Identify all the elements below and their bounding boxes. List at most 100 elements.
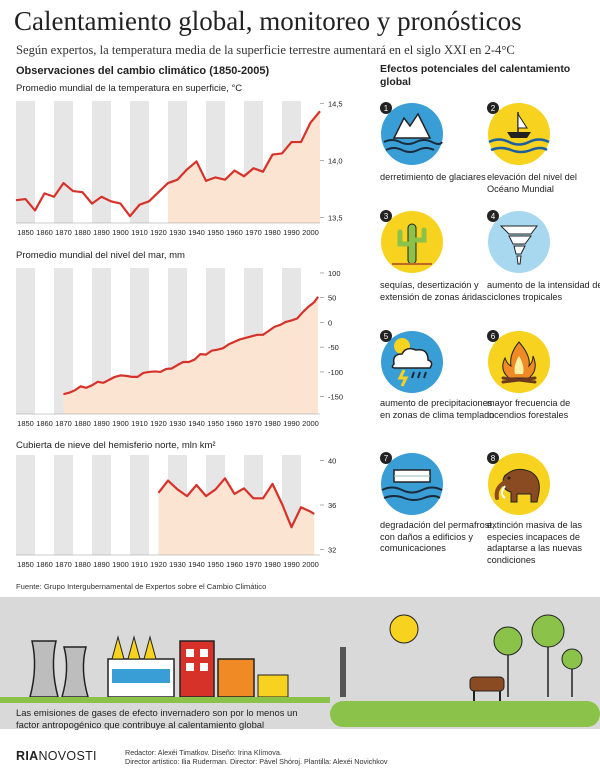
x-tick-label: 1990 [283, 419, 300, 428]
effect-number: 6 [491, 332, 496, 341]
area-fill [168, 111, 320, 223]
x-tick-label: 1880 [74, 228, 91, 237]
x-tick-label: 1900 [112, 419, 129, 428]
x-tick-label: 1980 [264, 419, 281, 428]
decade-band [130, 455, 149, 555]
effect-number: 7 [384, 454, 389, 463]
tornado-icon: 4 [487, 210, 550, 273]
y-tick-label: 50 [328, 294, 336, 303]
x-tick-label: 1880 [74, 419, 91, 428]
series-line [63, 296, 320, 396]
area-fill [158, 478, 315, 555]
city-nature-illustration [0, 614, 600, 727]
logo-thin-part: NOVOSTI [38, 749, 97, 763]
y-tick-label: 36 [328, 501, 336, 510]
series-line [157, 477, 315, 529]
snow-cover-chart-title: Cubierta de nieve del hemisferio norte, … [16, 440, 216, 451]
glacier-icon: 1 [380, 102, 443, 165]
x-tick-label: 1920 [150, 560, 167, 569]
effects-title: Efectos potenciales del calentamiento gl… [380, 63, 571, 88]
effect-item: 4 aumento de la intensidad de ciclones t… [487, 210, 600, 320]
effect-number: 2 [491, 104, 496, 113]
x-tick-label: 1870 [55, 560, 72, 569]
x-tick-label: 1960 [226, 560, 243, 569]
bottom-caption: Las emisiones de gases de efecto inverna… [16, 707, 298, 730]
decade-band [54, 268, 73, 414]
snow-cover-chart: 1850 1860 1870 1880 1890 1900 1910 1920 1930 1940… [16, 455, 336, 569]
effect-item: 6 mayor frecuencia de incendios forestal… [487, 330, 600, 445]
x-tick-label: 1910 [131, 560, 148, 569]
x-tick-label: 1860 [36, 560, 53, 569]
effect-text: sequías, desertización y extensión de zo… [380, 280, 487, 302]
decade-band [16, 268, 35, 414]
decade-band [16, 455, 35, 555]
x-tick-label: 1940 [188, 560, 205, 569]
page-title: Calentamiento global, monitoreo y pronós… [14, 6, 522, 36]
effect-number: 5 [384, 332, 389, 341]
y-tick-label: 100 [328, 269, 341, 278]
logo-bold-part: RIA [16, 749, 39, 763]
x-tick-label: 1930 [169, 560, 186, 569]
x-tick-label: 1900 [112, 228, 129, 237]
temperature-chart: 1850 1860 1870 1880 1890 1900 1910 1920 1930 1940… [15, 99, 343, 237]
x-tick-label: 2000 [302, 228, 319, 237]
effect-number: 1 [384, 104, 389, 113]
x-tick-label: 1920 [150, 228, 167, 237]
effect-text: mayor frecuencia de incendios forestales [487, 398, 571, 420]
x-tick-label: 1880 [74, 560, 91, 569]
y-tick-label: -100 [328, 368, 343, 377]
effect-text: extinción masiva de las especies incapac… [487, 520, 583, 565]
x-tick-label: 1900 [112, 560, 129, 569]
ria-novosti-logo: RIANOVOSTI [16, 749, 97, 763]
x-tick-label: 1860 [36, 419, 53, 428]
x-tick-label: 1890 [93, 419, 110, 428]
effect-text: derretimiento de glaciares [380, 172, 486, 182]
x-tick-label: 1970 [245, 228, 262, 237]
credits: Redactor: Alexéi Timatkov. Diseño: Irina… [125, 748, 387, 766]
x-tick-label: 1990 [283, 228, 300, 237]
effect-item: 7 degradación del permafrost, con daños … [380, 452, 510, 572]
observations-title: Observaciones del cambio climático (1850… [16, 65, 270, 77]
y-tick-label: 32 [328, 545, 336, 554]
x-tick-label: 1920 [150, 419, 167, 428]
x-tick-label: 1910 [131, 419, 148, 428]
y-tick-label: 14,5 [328, 99, 343, 108]
temperature-chart-title: Promedio mundial de la temperatura en su… [16, 83, 243, 94]
decade-band [54, 455, 73, 555]
x-tick-label: 1870 [55, 228, 72, 237]
x-tick-label: 1970 [245, 560, 262, 569]
effect-text: elevación del nivel del Océano Mundial [487, 172, 577, 194]
effect-number: 3 [384, 212, 389, 221]
y-tick-label: -50 [328, 343, 339, 352]
y-tick-label: 0 [328, 318, 332, 327]
boat-sea-level-icon: 2 [487, 102, 550, 165]
x-tick-label: 1940 [188, 228, 205, 237]
x-tick-label: 1910 [131, 228, 148, 237]
effect-item: 5 aumento de precipitaciones en zonas de… [380, 330, 510, 445]
y-tick-label: 14,0 [328, 156, 343, 165]
x-tick-label: 1940 [188, 419, 205, 428]
effect-number: 8 [491, 454, 496, 463]
x-tick-label: 1990 [283, 560, 300, 569]
permafrost-icon: 7 [380, 452, 443, 515]
effect-text: degradación del permafrost, con daños a … [380, 520, 495, 554]
x-tick-label: 1950 [207, 560, 224, 569]
y-tick-label: 13,5 [328, 213, 343, 222]
sea-level-chart-title: Promedio mundial del nivel del mar, mm [16, 250, 185, 261]
sea-level-chart: 1850 1860 1870 1880 1890 1900 1910 1920 1930 1940… [16, 268, 343, 428]
effect-number: 4 [491, 212, 496, 221]
area-fill [63, 296, 319, 414]
decade-band [92, 268, 111, 414]
x-tick-label: 1950 [207, 419, 224, 428]
effect-item: 2 elevación del nivel del Océano Mundial [487, 102, 600, 197]
x-tick-label: 1930 [169, 228, 186, 237]
x-tick-label: 2000 [302, 419, 319, 428]
effect-item: 3 sequías, desertización y extensión de … [380, 210, 510, 320]
effect-item: 8 extinción masiva de las especies incap… [487, 452, 600, 592]
x-tick-label: 1970 [245, 419, 262, 428]
x-tick-label: 1950 [207, 228, 224, 237]
mammoth-icon: 8 [487, 452, 550, 515]
series-line [15, 110, 321, 218]
bottom-illustration-band [0, 597, 600, 729]
